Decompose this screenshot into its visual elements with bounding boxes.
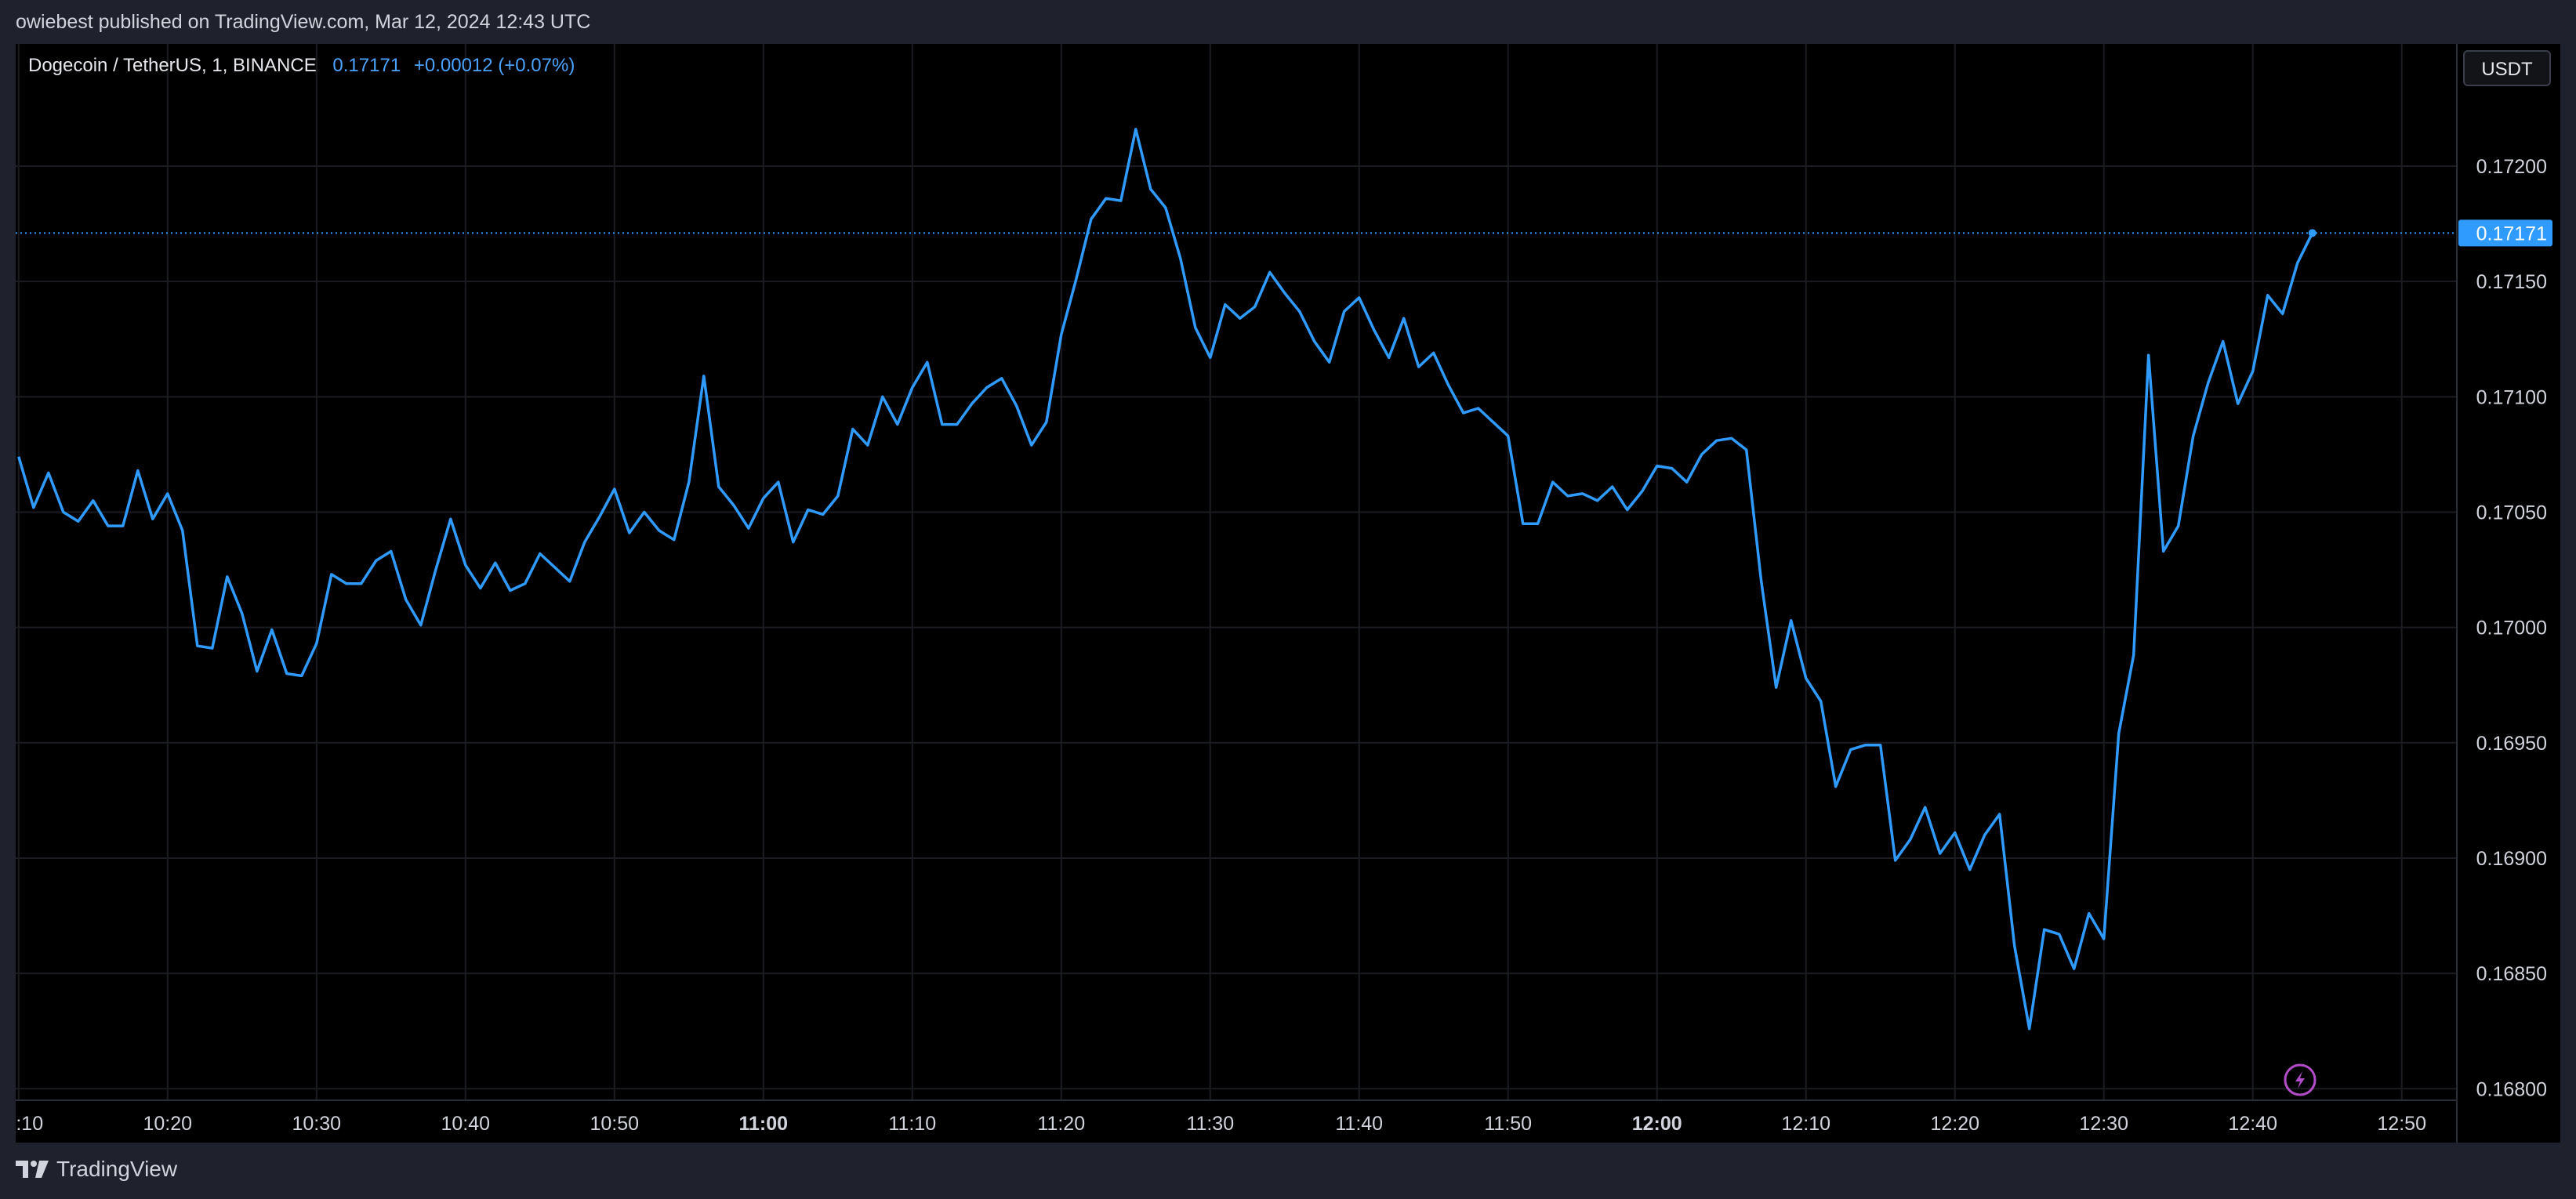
x-tick-label: 11:30 xyxy=(1186,1113,1234,1135)
last-price-label: 0.17171 xyxy=(2476,223,2547,245)
y-tick-label: 0.17000 xyxy=(2476,618,2547,639)
last-point-marker xyxy=(2308,229,2317,237)
x-tick-label: 12:00 xyxy=(1632,1113,1682,1135)
price-series-line xyxy=(17,128,2314,1031)
currency-button[interactable]: USDT xyxy=(2463,50,2551,86)
x-tick-label: 10:10 xyxy=(16,1113,43,1135)
x-tick-label: 12:50 xyxy=(2377,1113,2426,1135)
y-tick-label: 0.16900 xyxy=(2476,848,2547,870)
x-tick-label: 11:10 xyxy=(888,1113,936,1135)
legend-change: +0.00012 (+0.07%) xyxy=(413,55,575,76)
x-tick-label: 11:50 xyxy=(1484,1113,1532,1135)
y-tick-label: 0.16850 xyxy=(2476,963,2547,985)
chart-background xyxy=(16,44,2560,1143)
y-tick-label: 0.17150 xyxy=(2476,271,2547,293)
y-tick-label: 0.16950 xyxy=(2476,733,2547,755)
y-tick-label: 0.17100 xyxy=(2476,386,2547,408)
attribution-text: owiebest published on TradingView.com, M… xyxy=(16,11,591,33)
price-chart[interactable]: 0.16800 0.16850 0.16900 0.16950 0.17000 0.170… xyxy=(16,44,2560,1143)
legend-symbol: Dogecoin / TetherUS, 1, BINANCE xyxy=(28,55,317,76)
x-tick-label: 12:30 xyxy=(2079,1113,2128,1135)
x-tick-label: 11:20 xyxy=(1037,1113,1085,1135)
y-tick-label: 0.17200 xyxy=(2476,156,2547,178)
lightning-icon-bolt xyxy=(2295,1071,2305,1089)
brand[interactable]: TradingView xyxy=(16,1157,177,1182)
last-price-label-bg xyxy=(2458,219,2552,247)
bottom-bar: TradingView xyxy=(0,1143,2576,1199)
top-bar: owiebest published on TradingView.com, M… xyxy=(0,0,2576,44)
x-tick-label: 10:40 xyxy=(441,1113,491,1135)
x-tick-label: 12:20 xyxy=(1930,1113,1979,1135)
x-tick-label: 12:40 xyxy=(2228,1113,2277,1135)
x-tick-label: 10:30 xyxy=(292,1113,342,1135)
x-tick-label: 12:10 xyxy=(1781,1113,1830,1135)
x-tick-label: 10:50 xyxy=(590,1113,639,1135)
lightning-icon-ring xyxy=(2284,1063,2317,1096)
y-tick-label: 0.17050 xyxy=(2476,502,2547,523)
chart-legend: Dogecoin / TetherUS, 1, BINANCE 0.17171 … xyxy=(28,55,575,77)
legend-price: 0.17171 xyxy=(332,55,401,76)
chart-frame[interactable]: 0.16800 0.16850 0.16900 0.16950 0.17000 0.170… xyxy=(16,44,2560,1143)
x-tick-label: 11:40 xyxy=(1335,1113,1383,1135)
tradingview-logo-icon xyxy=(16,1161,49,1178)
lightning-icon[interactable] xyxy=(2284,1063,2317,1096)
y-tick-label: 0.16800 xyxy=(2476,1078,2547,1100)
x-tick-label: 11:00 xyxy=(738,1113,788,1135)
brand-name: TradingView xyxy=(56,1157,178,1181)
x-tick-label: 10:20 xyxy=(143,1113,193,1135)
